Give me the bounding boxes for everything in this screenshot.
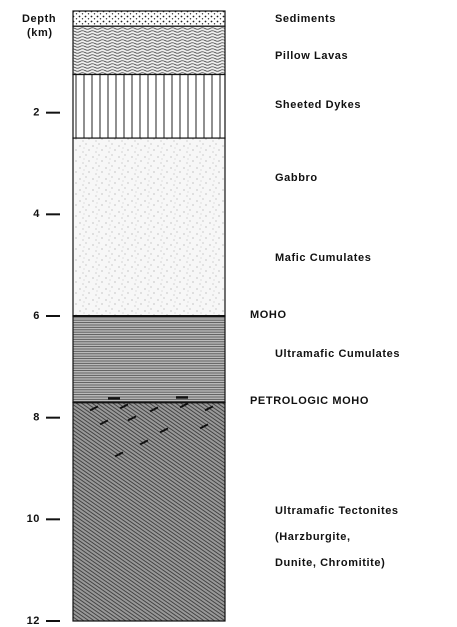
layer-label: (Harzburgite, bbox=[275, 531, 351, 543]
layer bbox=[73, 26, 225, 74]
tick-label: 10 bbox=[27, 513, 40, 525]
layer-label: Sediments bbox=[275, 13, 336, 25]
axis-label: Depth bbox=[22, 13, 56, 25]
axis-label: (km) bbox=[27, 27, 53, 39]
layer-label: Pillow Lavas bbox=[275, 50, 348, 62]
tick-label: 4 bbox=[33, 208, 40, 220]
layer bbox=[73, 138, 225, 316]
layer bbox=[73, 402, 225, 621]
layer bbox=[73, 11, 225, 26]
layer-label: Sheeted Dykes bbox=[275, 99, 361, 111]
layer-label: Dunite, Chromitite) bbox=[275, 557, 385, 569]
layer-label: Mafic Cumulates bbox=[275, 252, 371, 264]
layer-label: Ultramafic Tectonites bbox=[275, 505, 399, 517]
tick-label: 12 bbox=[27, 615, 40, 627]
diagram: Depth (km) Sediments Pillow Lavas Sheete… bbox=[0, 0, 457, 627]
layer bbox=[73, 316, 225, 402]
tick-label: 8 bbox=[33, 412, 40, 424]
tick-label: 2 bbox=[33, 107, 40, 119]
layer bbox=[73, 75, 225, 139]
page: Depth (km) Sediments Pillow Lavas Sheete… bbox=[0, 0, 457, 627]
boundary-label: MOHO bbox=[250, 309, 287, 321]
tick-label: 6 bbox=[33, 310, 40, 322]
boundary-label: PETROLOGIC MOHO bbox=[250, 395, 369, 407]
layer-label: Ultramafic Cumulates bbox=[275, 348, 400, 360]
layer-label: Gabbro bbox=[275, 172, 318, 184]
